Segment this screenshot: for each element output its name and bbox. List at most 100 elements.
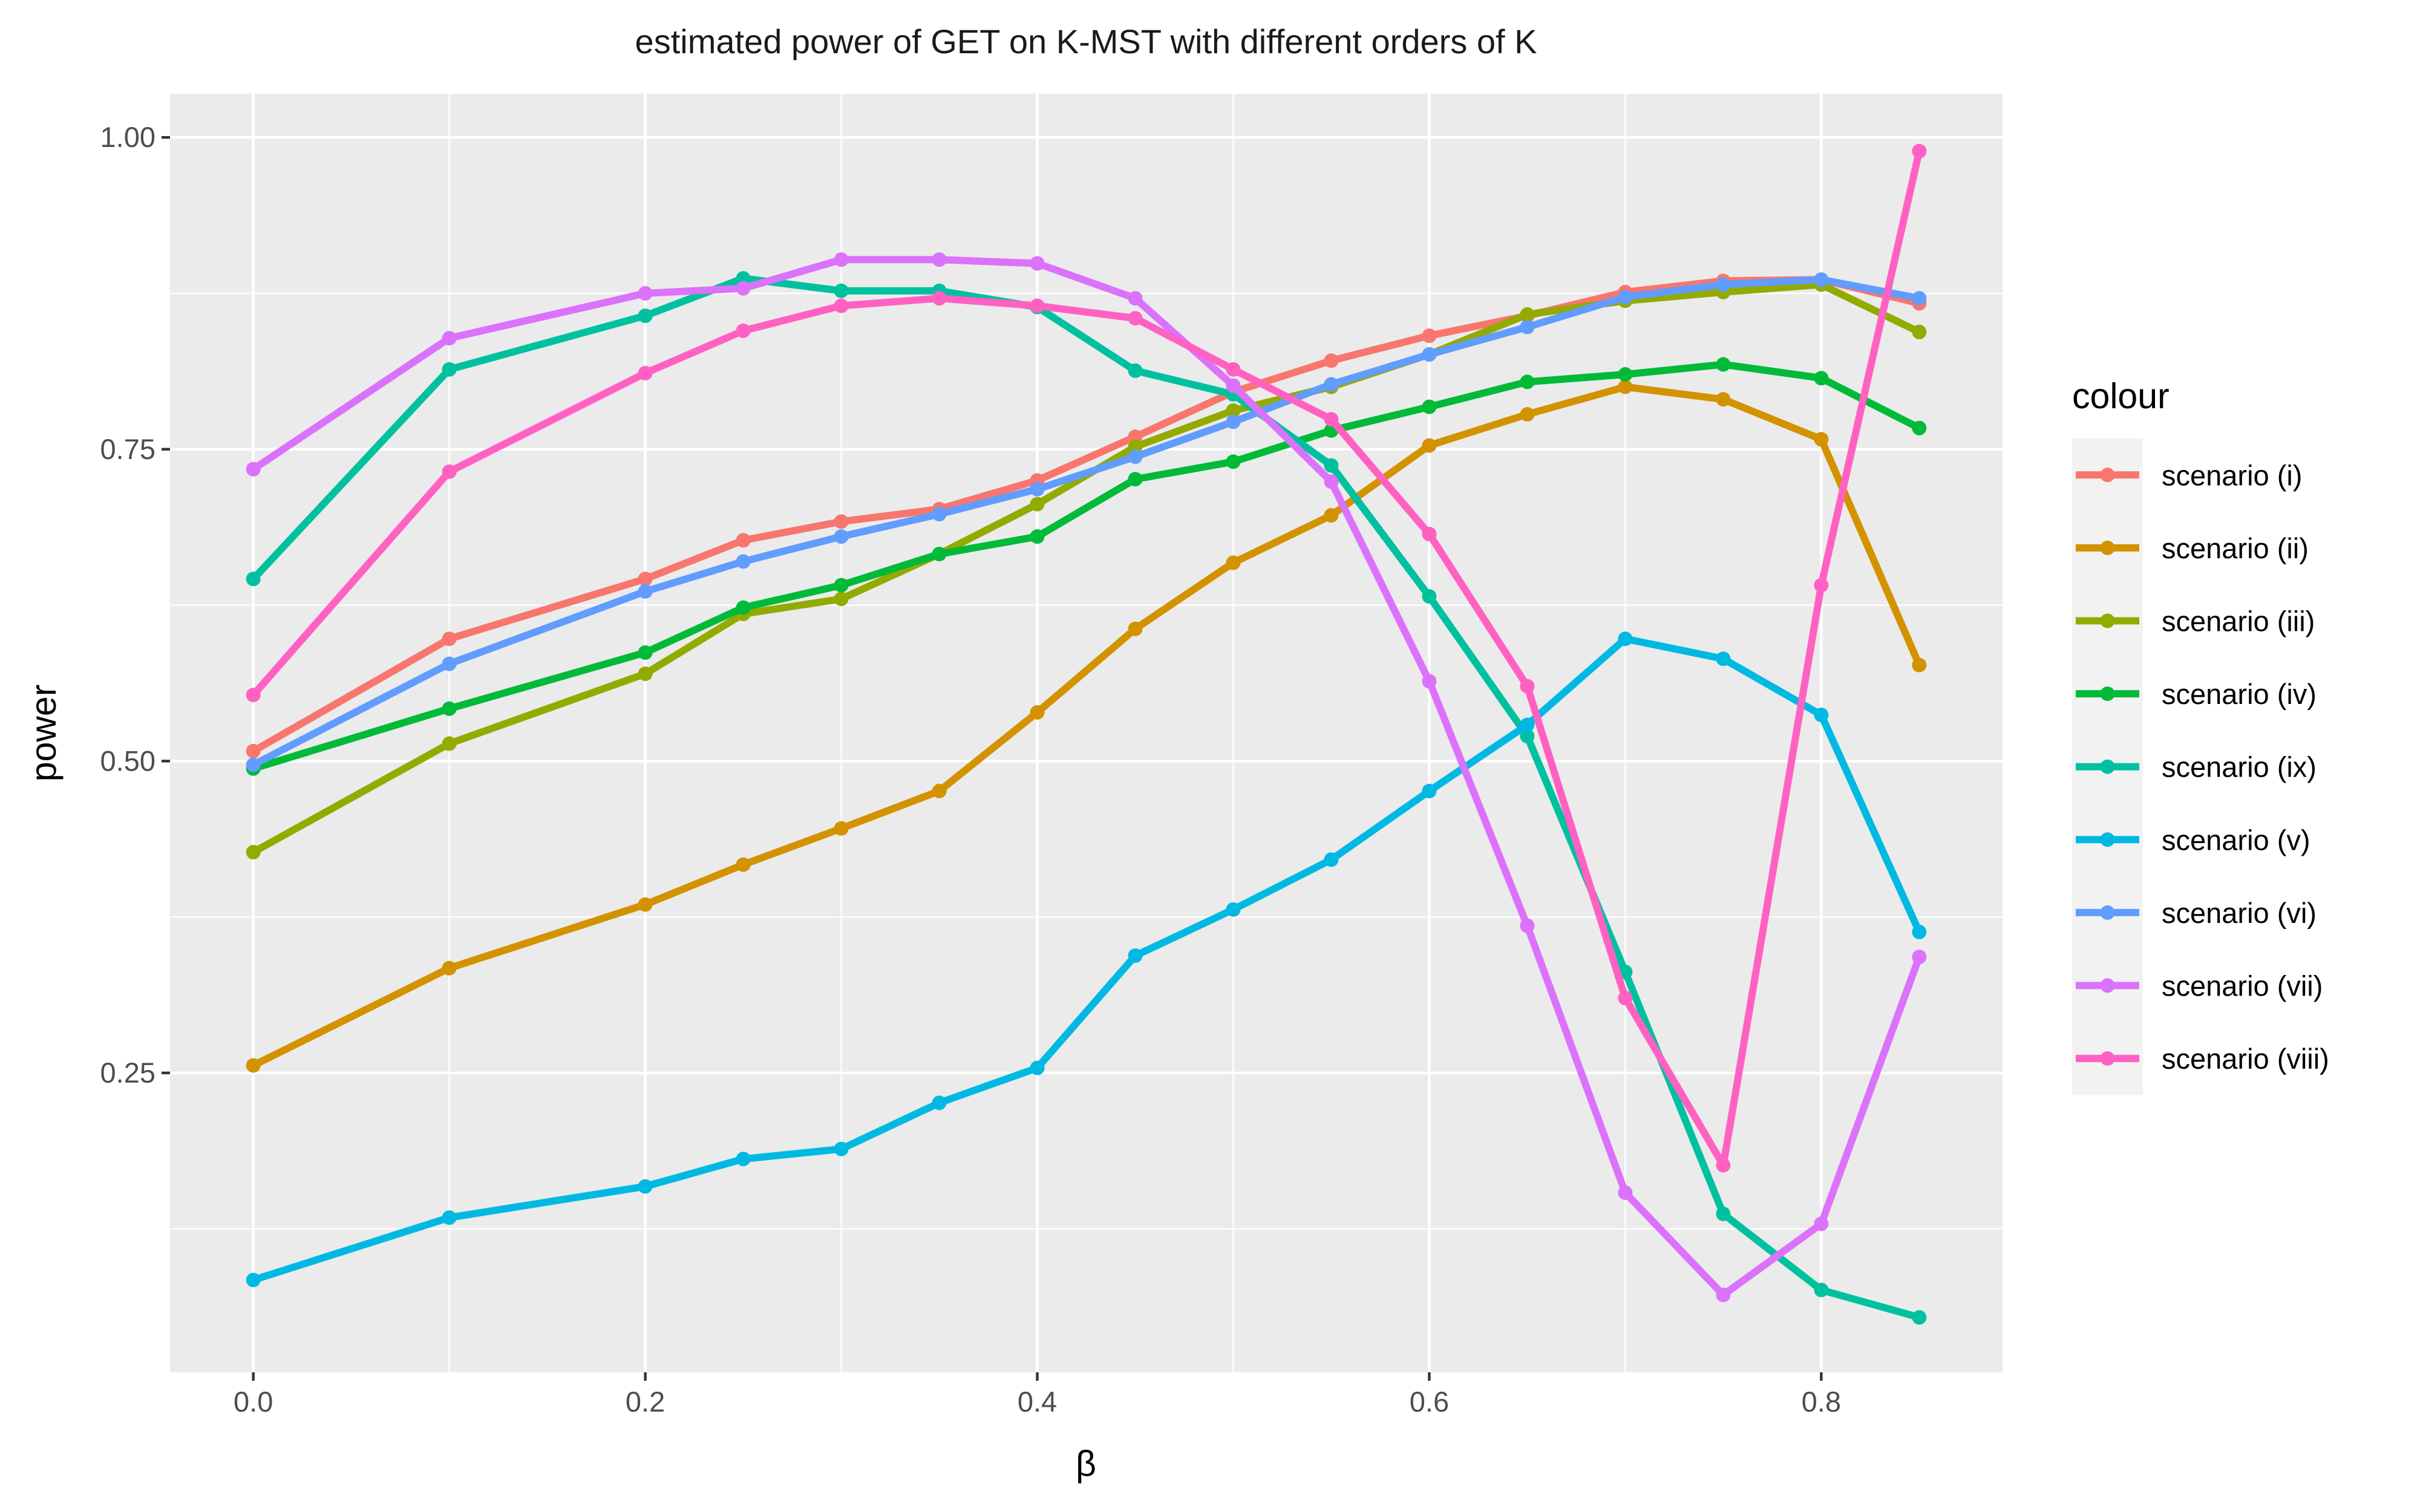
legend-item: scenario (iii) xyxy=(2076,605,2315,637)
chart-title: estimated power of GET on K-MST with dif… xyxy=(635,22,1537,60)
series-point xyxy=(1618,1185,1633,1201)
series-point xyxy=(442,362,457,377)
series-point xyxy=(736,1152,751,1167)
series-layer xyxy=(246,143,1927,1325)
x-tick-label: 0.8 xyxy=(1802,1386,1841,1418)
legend-label: scenario (vi) xyxy=(2162,897,2317,929)
series-line xyxy=(252,360,1921,772)
legend-label: scenario (iv) xyxy=(2162,678,2317,710)
series-point xyxy=(638,308,653,324)
series-point xyxy=(1520,679,1535,694)
series-point xyxy=(1324,508,1339,523)
y-tick-label: 0.50 xyxy=(100,745,155,777)
series-line xyxy=(250,275,1920,1321)
series-point xyxy=(1716,1207,1731,1222)
legend-item: scenario (ii) xyxy=(2076,532,2309,564)
series-point xyxy=(834,578,849,593)
series-point xyxy=(834,1141,849,1156)
series-point xyxy=(1814,432,1829,447)
legend-label: scenario (ix) xyxy=(2162,751,2317,783)
series-point xyxy=(1912,143,1927,158)
series-point xyxy=(1716,1288,1731,1303)
x-tick-label: 0.6 xyxy=(1410,1386,1449,1418)
series-point xyxy=(1030,298,1045,313)
series-point xyxy=(736,323,751,338)
x-tick-label: 0.4 xyxy=(1018,1386,1057,1418)
series-point xyxy=(1226,378,1241,393)
series-point xyxy=(1030,529,1045,544)
series-point xyxy=(1814,1216,1829,1231)
series-6 xyxy=(246,272,1927,772)
series-point xyxy=(1814,1282,1829,1297)
series-point xyxy=(1520,729,1535,744)
x-axis: 0.0 0.2 0.4 0.6 0.8 xyxy=(234,1372,1841,1418)
legend-key-point xyxy=(2100,978,2115,993)
legend-key-point xyxy=(2100,468,2115,483)
series-1 xyxy=(246,379,1927,1073)
series-point xyxy=(1814,371,1829,386)
series-point xyxy=(736,281,751,296)
series-point xyxy=(1520,717,1535,732)
series-point xyxy=(246,461,261,477)
y-axis: 0.25 0.50 0.75 1.00 xyxy=(100,121,170,1089)
series-point xyxy=(1226,555,1241,570)
series-point xyxy=(1422,674,1437,689)
x-tick-label: 0.0 xyxy=(234,1386,273,1418)
series-point xyxy=(1618,290,1633,305)
series-point xyxy=(638,365,653,380)
series-point xyxy=(442,331,457,346)
series-point xyxy=(1716,651,1731,666)
series-point xyxy=(442,1210,457,1225)
series-point xyxy=(1128,948,1143,963)
legend-label: scenario (iii) xyxy=(2162,605,2315,637)
series-point xyxy=(932,291,947,306)
legend-key-point xyxy=(2100,613,2115,628)
series-point xyxy=(932,507,947,522)
series-point xyxy=(736,533,751,548)
series-point xyxy=(442,960,457,976)
series-point xyxy=(246,572,261,587)
legend-item: scenario (vii) xyxy=(2076,970,2323,1002)
series-point xyxy=(834,514,849,529)
legend-label: scenario (viii) xyxy=(2162,1043,2329,1075)
series-line xyxy=(252,383,1923,1069)
series-point xyxy=(442,736,457,751)
series-3 xyxy=(246,357,1927,776)
legend-key-point xyxy=(2100,905,2115,920)
series-point xyxy=(1030,256,1045,271)
series-point xyxy=(834,298,849,313)
series-8 xyxy=(246,143,1927,1173)
legend-label: scenario (vii) xyxy=(2162,970,2323,1002)
series-point xyxy=(246,743,261,758)
legend-item: scenario (iv) xyxy=(2076,678,2317,710)
series-point xyxy=(1814,272,1829,287)
series-line xyxy=(252,635,1923,1284)
series-line xyxy=(250,150,1923,1169)
series-line xyxy=(251,281,1921,856)
series-point xyxy=(638,897,653,912)
series-point xyxy=(1128,449,1143,464)
legend-item: scenario (viii) xyxy=(2076,1043,2329,1075)
legend-items: scenario (i) scenario (ii) scenario (iii) s… xyxy=(2076,459,2329,1075)
series-point xyxy=(638,285,653,301)
series-point xyxy=(246,688,261,703)
series-point xyxy=(1422,438,1437,453)
series-point xyxy=(1716,1158,1731,1173)
series-line xyxy=(251,276,1920,755)
series-point xyxy=(834,252,849,267)
series-point xyxy=(246,844,261,859)
series-point xyxy=(932,783,947,798)
series-point xyxy=(1520,319,1535,334)
legend-item: scenario (ix) xyxy=(2076,751,2317,783)
series-point xyxy=(834,821,849,836)
series-point xyxy=(246,757,261,772)
legend-item: scenario (v) xyxy=(2076,824,2310,856)
series-point xyxy=(1912,657,1927,673)
series-point xyxy=(246,1272,261,1288)
series-point xyxy=(1618,991,1633,1006)
series-point xyxy=(1324,852,1339,867)
legend-key-point xyxy=(2100,686,2115,702)
series-point xyxy=(834,529,849,544)
legend-label: scenario (v) xyxy=(2162,824,2310,856)
series-point xyxy=(638,666,653,682)
